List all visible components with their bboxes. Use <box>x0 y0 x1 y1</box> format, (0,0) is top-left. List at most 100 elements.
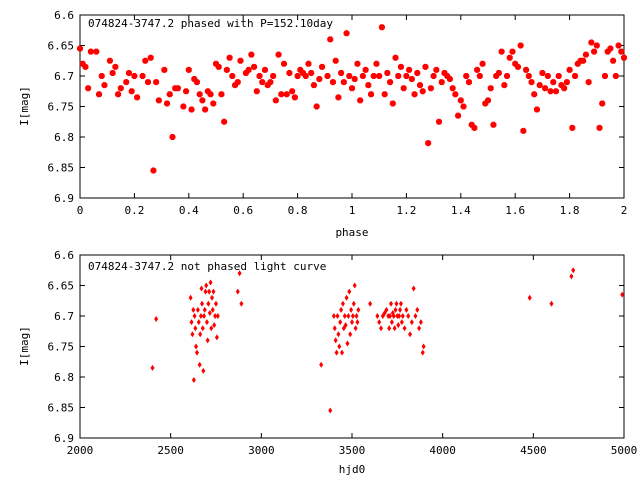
unphased-data-point <box>190 331 195 338</box>
unphased-data-point <box>340 300 345 307</box>
phased-data-point <box>547 88 554 95</box>
phased-data-point <box>476 73 483 79</box>
unphased-data-point <box>204 319 209 326</box>
phased-y-tick-label: 6.6 <box>54 9 74 22</box>
phased-data-point <box>370 73 377 79</box>
phased-data-point <box>218 91 225 98</box>
phased-x-tick-label: 1.2 <box>396 204 416 217</box>
phased-x-tick-label: 0 <box>77 204 84 217</box>
phased-data-point <box>221 118 228 125</box>
unphased-data-point <box>195 306 200 313</box>
unphased-data-point <box>406 313 411 319</box>
unphased-data-point <box>393 306 398 313</box>
phased-data-point <box>427 85 434 92</box>
phased-data-point <box>338 69 345 76</box>
phased-data-point <box>131 73 138 79</box>
phased-data-point <box>449 85 456 92</box>
unphased-y-tick-label: 6.7 <box>54 310 74 323</box>
unphased-data-point <box>189 319 194 326</box>
unphased-data-point <box>569 273 574 280</box>
unphased-data-point <box>396 322 401 329</box>
phased-data-point <box>438 79 445 86</box>
phased-data-point <box>425 140 432 147</box>
unphased-data-point <box>408 331 413 338</box>
unphased-data-point <box>319 361 324 368</box>
unphased-data-point <box>211 288 216 295</box>
phased-data-point <box>147 54 154 61</box>
phased-data-point <box>485 97 491 104</box>
unphased-data-point <box>203 288 208 295</box>
phased-y-tick-label: 6.85 <box>48 162 75 175</box>
phased-data-point <box>267 79 274 86</box>
phased-data-point <box>183 88 190 95</box>
unphased-data-point <box>420 349 425 356</box>
unphased-data-point <box>399 319 404 326</box>
unphased-data-point <box>154 316 159 323</box>
unphased-data-point <box>194 349 199 356</box>
phased-data-point <box>474 66 481 73</box>
phased-data-point <box>395 73 402 79</box>
unphased-data-point <box>206 300 211 307</box>
phased-data-point <box>566 66 573 73</box>
unphased-data-point <box>338 319 343 326</box>
phased-data-point <box>588 39 595 46</box>
phased-data-point <box>506 54 513 61</box>
unphased-data-point <box>421 343 426 350</box>
phased-data-point <box>525 73 532 79</box>
unphased-data-point <box>328 407 333 414</box>
phased-data-point <box>324 73 331 79</box>
phased-data-point <box>362 66 369 73</box>
phased-data-point <box>166 91 173 98</box>
phased-data-point <box>457 97 464 104</box>
unphased-data-point <box>527 294 532 301</box>
phased-axes-ticks: 0 0.2 0.4 0.6 0.8 1 1.2 1.4 1.6 1.8 2 6.6 6.65 6.7 6.7… <box>48 9 628 217</box>
unphased-data-point <box>336 331 341 338</box>
phased-data-point <box>161 66 168 73</box>
phased-data-point <box>332 57 339 64</box>
phased-data-point <box>365 82 372 89</box>
phased-data-point <box>327 36 334 43</box>
phased-data-point <box>248 51 255 58</box>
phased-data-point <box>555 73 562 79</box>
unphased-data-point <box>200 325 205 332</box>
unphased-data-point <box>334 349 339 356</box>
phased-data-point <box>528 79 535 86</box>
phased-data-point <box>229 73 236 79</box>
unphased-data-point <box>375 313 380 319</box>
unphased-data-point <box>213 313 218 319</box>
unphased-data-point <box>214 334 219 341</box>
phased-y-tick-label: 6.8 <box>54 131 74 144</box>
unphased-data-point <box>571 267 576 274</box>
phased-data-point <box>550 79 557 86</box>
phased-data-point <box>487 85 494 92</box>
phased-y-tick-label: 6.65 <box>48 40 75 53</box>
phased-data-point <box>294 73 301 79</box>
unphased-data-point <box>202 306 207 313</box>
unphased-data-point <box>404 306 409 313</box>
phased-data-point <box>351 76 358 83</box>
phased-data-point <box>406 66 413 73</box>
phased-data-point <box>188 106 195 113</box>
phased-data-point <box>572 73 579 79</box>
phased-chart-title: 074824-3747.2 phased with P=152.10day <box>88 17 333 30</box>
phased-data-point <box>509 48 516 55</box>
phased-data-point <box>433 66 440 73</box>
phased-data-point <box>378 24 385 31</box>
phased-data-point <box>531 91 538 98</box>
phased-data-point <box>514 63 521 70</box>
phased-data-point <box>389 100 396 107</box>
phased-data-point <box>281 60 287 67</box>
unphased-data-point <box>349 306 354 313</box>
unphased-data-point <box>235 288 240 295</box>
phased-data-point <box>373 60 380 67</box>
phased-data-point <box>329 79 336 86</box>
unphased-x-tick-label: 4500 <box>520 444 547 457</box>
unphased-data-point <box>237 270 242 277</box>
phased-data-point <box>621 54 627 61</box>
phased-data-point <box>125 69 132 76</box>
phased-data-point <box>313 103 320 110</box>
unphased-data-point <box>409 319 414 326</box>
unphased-data-point <box>207 288 212 295</box>
phased-data-point <box>185 66 192 73</box>
